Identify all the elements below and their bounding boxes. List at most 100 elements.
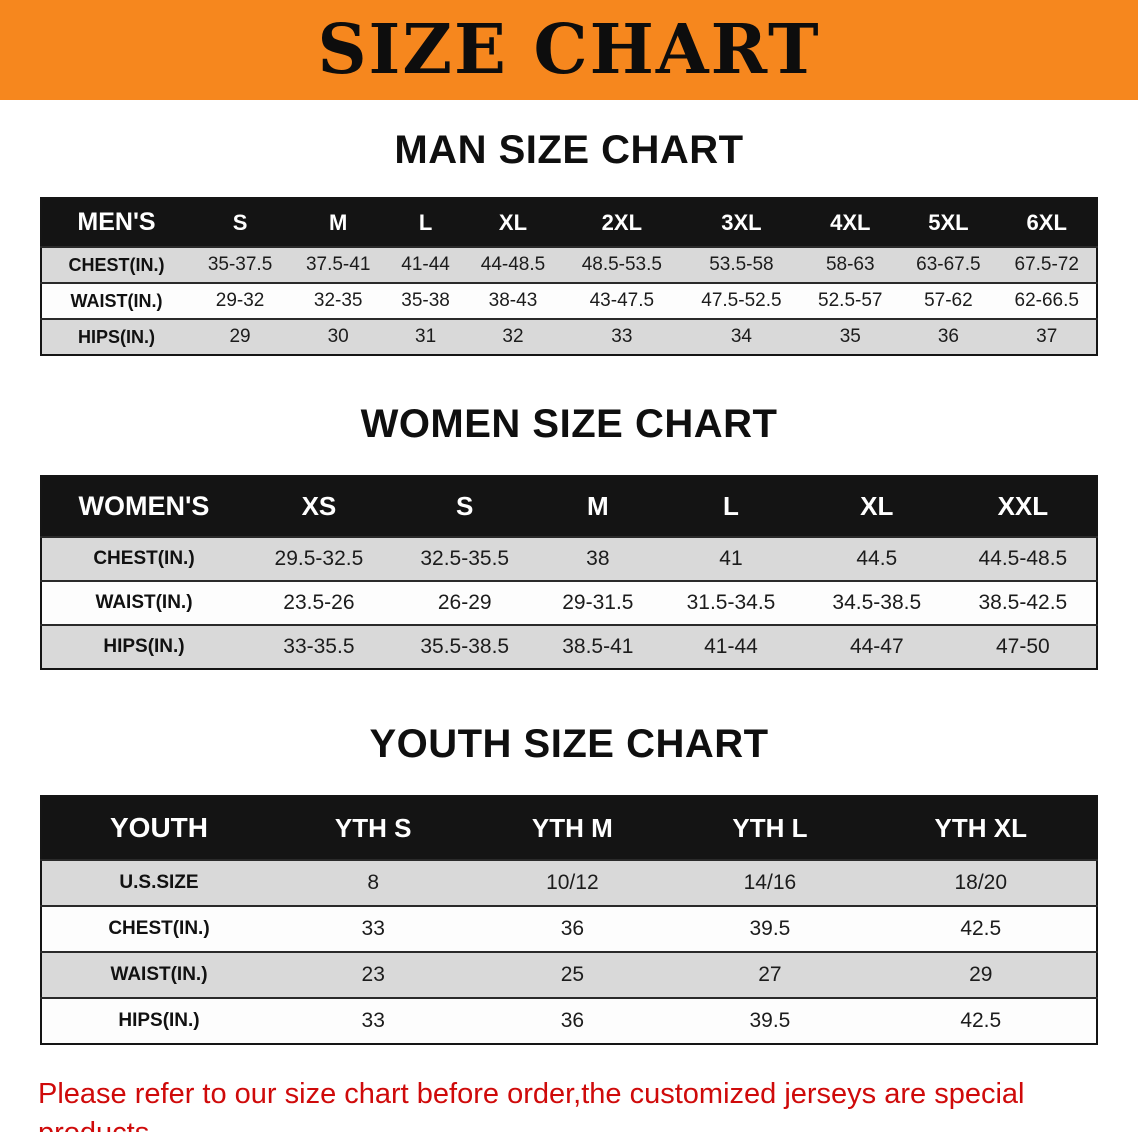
table-row: CHEST(IN.) 33 36 39.5 42.5 <box>41 906 1097 952</box>
value-cell: 31.5-34.5 <box>686 591 776 614</box>
table-row: HIPS(IN.) 33 36 39.5 42.5 <box>41 998 1097 1044</box>
size-header-cell: M <box>329 209 348 235</box>
value-cell: 33-35.5 <box>283 635 355 658</box>
value-cell: 32.5-35.5 <box>420 547 510 570</box>
table-row: HIPS(IN.) 33-35.5 35.5-38.5 38.5-41 41-44 44-… <box>41 625 1097 669</box>
value-cell: 52.5-57 <box>818 290 883 311</box>
women-size-section: WOMEN SIZE CHART WOMEN'S XS S M L XL XXL CHEST(… <box>0 402 1138 670</box>
value-cell: 44-47 <box>849 635 904 658</box>
value-cell: 67.5-72 <box>1014 254 1079 275</box>
value-cell: 36 <box>560 917 585 940</box>
men-size-section: MAN SIZE CHART MEN'S S M L XL 2XL 3XL 4XL 5XL 6XL… <box>0 128 1138 356</box>
size-header-cell: 3XL <box>721 209 762 235</box>
table-row: HIPS(IN.) 29 30 31 32 33 34 35 36 37 <box>41 319 1097 355</box>
value-cell: 31 <box>415 326 437 347</box>
order-policy-note: Please refer to our size chart before or… <box>38 1075 1114 1132</box>
size-header-cell: 6XL <box>1026 209 1067 235</box>
value-cell: 39.5 <box>749 1009 791 1032</box>
value-cell: 35 <box>839 326 861 347</box>
value-cell: 57-62 <box>924 290 973 311</box>
youth-section-heading: YOUTH SIZE CHART <box>369 722 769 766</box>
value-cell: 38 <box>586 547 610 570</box>
value-cell: 30 <box>327 326 349 347</box>
men-size-table: MEN'S S M L XL 2XL 3XL 4XL 5XL 6XL CHEST(IN.) 35-37… <box>40 197 1098 356</box>
value-cell: 35-37.5 <box>207 254 273 275</box>
table-row: WAIST(IN.) 23 25 27 29 <box>41 952 1097 998</box>
value-cell: 41 <box>719 547 743 570</box>
value-cell: 35.5-38.5 <box>420 635 510 658</box>
value-cell: 37.5-41 <box>305 254 371 275</box>
value-cell: 23 <box>361 963 385 986</box>
size-header-cell: YTH XL <box>934 812 1027 843</box>
size-header-cell: YTH S <box>334 812 412 843</box>
men-section-heading: MAN SIZE CHART <box>394 128 744 172</box>
value-cell: 43-47.5 <box>589 290 655 311</box>
value-cell: 32-35 <box>313 290 363 311</box>
value-cell: 32 <box>502 326 524 347</box>
value-cell: 29 <box>229 326 251 347</box>
value-cell: 37 <box>1036 326 1058 347</box>
row-label-cell: WAIST(IN.) <box>110 964 208 985</box>
size-header-cell: 2XL <box>601 209 643 235</box>
row-label-cell: HIPS(IN.) <box>118 1010 200 1031</box>
size-header-cell: 4XL <box>830 209 871 235</box>
women-size-table: WOMEN'S XS S M L XL XXL CHEST(IN.) 29.5-32.5 32.5… <box>40 475 1098 670</box>
value-cell: 44.5 <box>856 547 898 570</box>
value-cell: 34 <box>730 326 752 347</box>
value-cell: 62-66.5 <box>1014 290 1079 311</box>
size-header-cell: L <box>418 209 433 235</box>
value-cell: 38-43 <box>488 290 538 311</box>
row-label-cell: CHEST(IN.) <box>108 918 210 939</box>
value-cell: 35-38 <box>401 290 450 311</box>
row-label-cell: WAIST(IN.) <box>70 290 163 311</box>
value-cell: 48.5-53.5 <box>581 254 662 275</box>
value-cell: 33 <box>361 917 385 940</box>
youth-size-table: YOUTH YTH S YTH M YTH L YTH XL U.S.SIZE 8 10/12… <box>40 795 1098 1045</box>
table-title-cell: YOUTH <box>110 812 208 843</box>
row-label-cell: CHEST(IN.) <box>93 548 195 569</box>
size-header-cell: YTH M <box>531 812 613 843</box>
table-row: CHEST(IN.) 29.5-32.5 32.5-35.5 38 41 44.5 44.5… <box>41 537 1097 581</box>
youth-size-section: YOUTH SIZE CHART YOUTH YTH S YTH M YTH L YTH… <box>0 722 1138 1045</box>
table-title-cell: WOMEN'S <box>78 491 210 521</box>
size-header-cell: S <box>456 491 474 521</box>
order-policy-note-line-1: Please refer to our size chart before or… <box>38 1078 1025 1132</box>
value-cell: 8 <box>367 871 380 894</box>
value-cell: 18/20 <box>954 871 1008 894</box>
row-label-cell: HIPS(IN.) <box>77 326 155 347</box>
table-header-row: WOMEN'S XS S M L XL XXL <box>41 476 1097 537</box>
table-row: WAIST(IN.) 29-32 32-35 35-38 38-43 43-47.5 47.… <box>41 283 1097 319</box>
size-header-cell: XS <box>301 491 337 521</box>
table-header-row: YOUTH YTH S YTH M YTH L YTH XL <box>41 796 1097 860</box>
table-title-cell: MEN'S <box>77 208 156 236</box>
size-header-cell: XXL <box>997 491 1049 521</box>
size-header-cell: S <box>232 209 248 235</box>
value-cell: 29-31.5 <box>562 591 634 614</box>
row-label-cell: CHEST(IN.) <box>68 254 165 275</box>
row-label-cell: U.S.SIZE <box>119 872 199 893</box>
table-row: WAIST(IN.) 23.5-26 26-29 29-31.5 31.5-34.5 34… <box>41 581 1097 625</box>
value-cell: 27 <box>758 963 782 986</box>
value-cell: 42.5 <box>960 1009 1002 1032</box>
value-cell: 44-48.5 <box>480 254 546 275</box>
value-cell: 36 <box>937 326 959 347</box>
table-header-row: MEN'S S M L XL 2XL 3XL 4XL 5XL 6XL <box>41 198 1097 247</box>
value-cell: 26-29 <box>437 591 492 614</box>
value-cell: 41-44 <box>704 635 758 658</box>
size-header-cell: XL <box>860 491 894 521</box>
value-cell: 34.5-38.5 <box>832 591 922 614</box>
value-cell: 29.5-32.5 <box>274 547 364 570</box>
value-cell: 38.5-42.5 <box>978 591 1068 614</box>
table-row: CHEST(IN.) 35-37.5 37.5-41 41-44 44-48.5 48.5… <box>41 247 1097 283</box>
size-header-cell: L <box>723 491 739 521</box>
value-cell: 10/12 <box>546 871 599 894</box>
size-header-cell: M <box>587 491 609 521</box>
value-cell: 29-32 <box>215 290 265 311</box>
value-cell: 44.5-48.5 <box>978 547 1068 570</box>
value-cell: 23.5-26 <box>283 591 355 614</box>
value-cell: 58-63 <box>825 254 875 275</box>
value-cell: 63-67.5 <box>916 254 981 275</box>
size-header-cell: 5XL <box>928 209 969 235</box>
size-header-cell: YTH L <box>732 812 808 843</box>
